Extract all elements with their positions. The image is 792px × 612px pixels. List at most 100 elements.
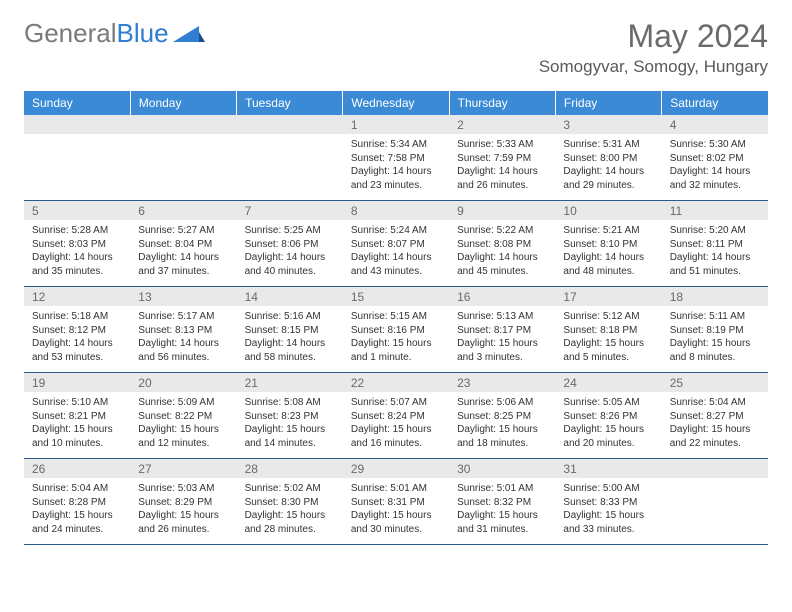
calendar-cell: 26Sunrise: 5:04 AMSunset: 8:28 PMDayligh…	[24, 459, 130, 545]
day-data: Sunrise: 5:24 AMSunset: 8:07 PMDaylight:…	[343, 220, 449, 286]
day-number: 1	[343, 115, 449, 134]
calendar-row: 1Sunrise: 5:34 AMSunset: 7:58 PMDaylight…	[24, 115, 768, 201]
calendar-cell: 16Sunrise: 5:13 AMSunset: 8:17 PMDayligh…	[449, 287, 555, 373]
day-data: Sunrise: 5:17 AMSunset: 8:13 PMDaylight:…	[130, 306, 236, 372]
calendar-cell: 20Sunrise: 5:09 AMSunset: 8:22 PMDayligh…	[130, 373, 236, 459]
day-number: 7	[237, 201, 343, 220]
day-number: 2	[449, 115, 555, 134]
day-number-empty	[130, 115, 236, 134]
calendar-row: 12Sunrise: 5:18 AMSunset: 8:12 PMDayligh…	[24, 287, 768, 373]
calendar-cell: 9Sunrise: 5:22 AMSunset: 8:08 PMDaylight…	[449, 201, 555, 287]
calendar-cell: 4Sunrise: 5:30 AMSunset: 8:02 PMDaylight…	[662, 115, 768, 201]
month-title: May 2024	[539, 18, 768, 55]
calendar-cell: 3Sunrise: 5:31 AMSunset: 8:00 PMDaylight…	[555, 115, 661, 201]
day-number-empty	[662, 459, 768, 478]
day-number: 23	[449, 373, 555, 392]
day-number: 11	[662, 201, 768, 220]
calendar-cell: 21Sunrise: 5:08 AMSunset: 8:23 PMDayligh…	[237, 373, 343, 459]
day-number: 4	[662, 115, 768, 134]
day-number: 20	[130, 373, 236, 392]
brand-logo: GeneralBlue	[24, 18, 205, 49]
day-number: 25	[662, 373, 768, 392]
day-data: Sunrise: 5:13 AMSunset: 8:17 PMDaylight:…	[449, 306, 555, 372]
day-data: Sunrise: 5:34 AMSunset: 7:58 PMDaylight:…	[343, 134, 449, 200]
day-data-empty	[662, 478, 768, 532]
day-number: 21	[237, 373, 343, 392]
day-number: 5	[24, 201, 130, 220]
calendar-cell: 17Sunrise: 5:12 AMSunset: 8:18 PMDayligh…	[555, 287, 661, 373]
header: GeneralBlue May 2024 Somogyvar, Somogy, …	[24, 18, 768, 77]
day-number: 24	[555, 373, 661, 392]
day-data: Sunrise: 5:11 AMSunset: 8:19 PMDaylight:…	[662, 306, 768, 372]
day-number: 27	[130, 459, 236, 478]
calendar-cell: 19Sunrise: 5:10 AMSunset: 8:21 PMDayligh…	[24, 373, 130, 459]
day-data: Sunrise: 5:27 AMSunset: 8:04 PMDaylight:…	[130, 220, 236, 286]
calendar-cell: 23Sunrise: 5:06 AMSunset: 8:25 PMDayligh…	[449, 373, 555, 459]
calendar-cell	[237, 115, 343, 201]
day-data: Sunrise: 5:09 AMSunset: 8:22 PMDaylight:…	[130, 392, 236, 458]
day-number: 10	[555, 201, 661, 220]
calendar-cell: 13Sunrise: 5:17 AMSunset: 8:13 PMDayligh…	[130, 287, 236, 373]
calendar-cell: 25Sunrise: 5:04 AMSunset: 8:27 PMDayligh…	[662, 373, 768, 459]
brand-part2: Blue	[117, 18, 169, 49]
day-data: Sunrise: 5:15 AMSunset: 8:16 PMDaylight:…	[343, 306, 449, 372]
day-number: 6	[130, 201, 236, 220]
logo-triangle-icon	[173, 24, 205, 44]
day-data: Sunrise: 5:04 AMSunset: 8:28 PMDaylight:…	[24, 478, 130, 544]
weekday-header: Saturday	[662, 91, 768, 115]
day-data: Sunrise: 5:02 AMSunset: 8:30 PMDaylight:…	[237, 478, 343, 544]
calendar-cell: 1Sunrise: 5:34 AMSunset: 7:58 PMDaylight…	[343, 115, 449, 201]
calendar-cell: 22Sunrise: 5:07 AMSunset: 8:24 PMDayligh…	[343, 373, 449, 459]
day-data: Sunrise: 5:12 AMSunset: 8:18 PMDaylight:…	[555, 306, 661, 372]
calendar-cell: 15Sunrise: 5:15 AMSunset: 8:16 PMDayligh…	[343, 287, 449, 373]
day-number: 17	[555, 287, 661, 306]
weekday-header: Monday	[130, 91, 236, 115]
day-data: Sunrise: 5:25 AMSunset: 8:06 PMDaylight:…	[237, 220, 343, 286]
calendar-cell: 30Sunrise: 5:01 AMSunset: 8:32 PMDayligh…	[449, 459, 555, 545]
calendar-cell: 11Sunrise: 5:20 AMSunset: 8:11 PMDayligh…	[662, 201, 768, 287]
day-data: Sunrise: 5:30 AMSunset: 8:02 PMDaylight:…	[662, 134, 768, 200]
day-number: 26	[24, 459, 130, 478]
day-data: Sunrise: 5:18 AMSunset: 8:12 PMDaylight:…	[24, 306, 130, 372]
calendar-body: 1Sunrise: 5:34 AMSunset: 7:58 PMDaylight…	[24, 115, 768, 545]
calendar-cell: 2Sunrise: 5:33 AMSunset: 7:59 PMDaylight…	[449, 115, 555, 201]
calendar-cell	[130, 115, 236, 201]
calendar-cell: 29Sunrise: 5:01 AMSunset: 8:31 PMDayligh…	[343, 459, 449, 545]
weekday-header: Tuesday	[237, 91, 343, 115]
day-number: 22	[343, 373, 449, 392]
day-data: Sunrise: 5:21 AMSunset: 8:10 PMDaylight:…	[555, 220, 661, 286]
day-data: Sunrise: 5:00 AMSunset: 8:33 PMDaylight:…	[555, 478, 661, 544]
weekday-header: Friday	[555, 91, 661, 115]
brand-part1: General	[24, 18, 117, 49]
weekday-header: Wednesday	[343, 91, 449, 115]
calendar-cell	[24, 115, 130, 201]
day-number: 9	[449, 201, 555, 220]
calendar-cell: 18Sunrise: 5:11 AMSunset: 8:19 PMDayligh…	[662, 287, 768, 373]
day-number: 13	[130, 287, 236, 306]
day-data-empty	[237, 134, 343, 188]
location-text: Somogyvar, Somogy, Hungary	[539, 57, 768, 77]
calendar-cell: 8Sunrise: 5:24 AMSunset: 8:07 PMDaylight…	[343, 201, 449, 287]
day-data: Sunrise: 5:31 AMSunset: 8:00 PMDaylight:…	[555, 134, 661, 200]
day-number: 16	[449, 287, 555, 306]
day-number: 19	[24, 373, 130, 392]
day-data: Sunrise: 5:28 AMSunset: 8:03 PMDaylight:…	[24, 220, 130, 286]
day-data: Sunrise: 5:06 AMSunset: 8:25 PMDaylight:…	[449, 392, 555, 458]
day-data: Sunrise: 5:16 AMSunset: 8:15 PMDaylight:…	[237, 306, 343, 372]
weekday-header: Sunday	[24, 91, 130, 115]
day-number: 18	[662, 287, 768, 306]
calendar-table: SundayMondayTuesdayWednesdayThursdayFrid…	[24, 91, 768, 545]
day-data-empty	[24, 134, 130, 188]
title-block: May 2024 Somogyvar, Somogy, Hungary	[539, 18, 768, 77]
day-data: Sunrise: 5:20 AMSunset: 8:11 PMDaylight:…	[662, 220, 768, 286]
calendar-cell: 31Sunrise: 5:00 AMSunset: 8:33 PMDayligh…	[555, 459, 661, 545]
calendar-row: 19Sunrise: 5:10 AMSunset: 8:21 PMDayligh…	[24, 373, 768, 459]
calendar-row: 5Sunrise: 5:28 AMSunset: 8:03 PMDaylight…	[24, 201, 768, 287]
day-data: Sunrise: 5:08 AMSunset: 8:23 PMDaylight:…	[237, 392, 343, 458]
day-data: Sunrise: 5:03 AMSunset: 8:29 PMDaylight:…	[130, 478, 236, 544]
calendar-cell: 6Sunrise: 5:27 AMSunset: 8:04 PMDaylight…	[130, 201, 236, 287]
day-data: Sunrise: 5:33 AMSunset: 7:59 PMDaylight:…	[449, 134, 555, 200]
day-data: Sunrise: 5:04 AMSunset: 8:27 PMDaylight:…	[662, 392, 768, 458]
calendar-cell: 10Sunrise: 5:21 AMSunset: 8:10 PMDayligh…	[555, 201, 661, 287]
day-data: Sunrise: 5:10 AMSunset: 8:21 PMDaylight:…	[24, 392, 130, 458]
